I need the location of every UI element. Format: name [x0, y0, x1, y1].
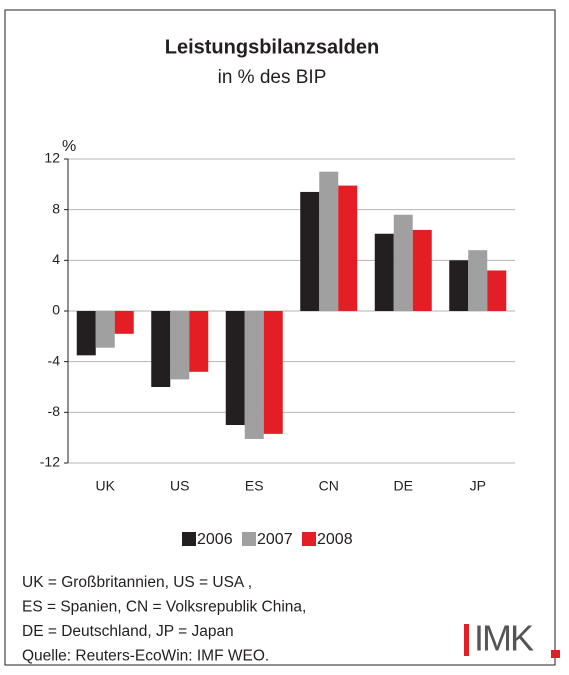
bar: [487, 270, 507, 311]
legend-swatch: [302, 532, 316, 546]
bar: [225, 311, 245, 425]
note: Quelle: Reuters-EcoWin: IMF WEO.: [22, 648, 269, 665]
bar: [412, 229, 432, 311]
note: DE = Deutschland, JP = Japan: [22, 623, 234, 640]
x-tick-label: ES: [245, 478, 264, 494]
y-tick-label: -8: [48, 403, 61, 419]
y-tick-label: 0: [52, 302, 60, 318]
logo-bar: [464, 624, 469, 656]
chart-title: Leistungsbilanzsalden: [165, 36, 379, 58]
frame: [4, 9, 556, 666]
bar: [76, 311, 96, 356]
logo-dot: [551, 650, 560, 658]
y-axis-label: %: [62, 138, 76, 155]
bar: [468, 250, 488, 311]
bar: [189, 311, 209, 372]
bar: [244, 311, 264, 439]
y-tick-label: 12: [44, 150, 60, 166]
bar: [393, 214, 413, 311]
x-tick-label: UK: [96, 478, 116, 494]
bar: [114, 311, 134, 334]
y-tick-label: -4: [48, 352, 61, 368]
logo: IMK: [474, 618, 534, 659]
legend-swatch: [182, 532, 196, 546]
chart-subtitle: in % des BIP: [218, 67, 327, 88]
bar: [319, 171, 339, 311]
bar: [170, 311, 190, 380]
bar: [374, 233, 394, 311]
bar: [95, 311, 115, 348]
x-tick-label: DE: [394, 478, 413, 494]
note: ES = Spanien, CN = Volksrepublik China,: [22, 599, 306, 616]
y-tick-label: -12: [40, 454, 60, 470]
x-tick-label: US: [170, 478, 189, 494]
legend-label: 2006: [197, 531, 233, 548]
y-tick-label: 8: [52, 200, 60, 216]
legend-swatch: [242, 532, 256, 546]
note: UK = Großbritannien, US = USA ,: [22, 574, 252, 591]
legend-label: 2007: [257, 531, 293, 548]
bar: [151, 311, 171, 387]
bar: [449, 260, 469, 311]
x-tick-label: CN: [319, 478, 339, 494]
bar: [338, 185, 358, 311]
bar: [263, 311, 283, 434]
bar: [300, 191, 320, 311]
y-tick-label: 4: [52, 251, 60, 267]
x-tick-label: JP: [470, 478, 486, 494]
legend-label: 2008: [317, 531, 353, 548]
